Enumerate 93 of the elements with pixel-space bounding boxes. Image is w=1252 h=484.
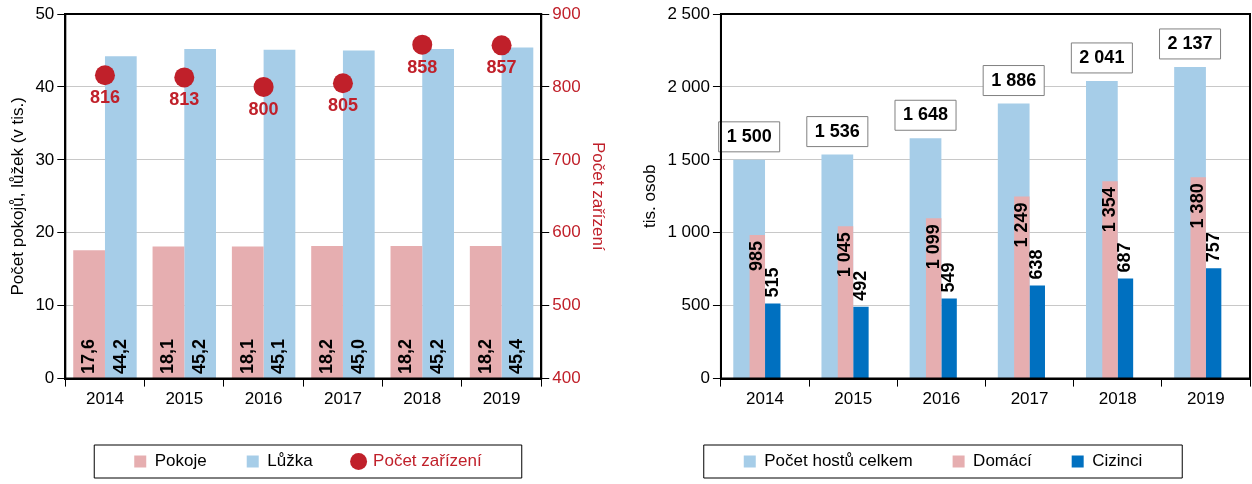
y-axis-title: Počet pokojů, lůžek (v tis.) — [7, 97, 27, 296]
y-tick-label: 2 000 — [667, 76, 710, 96]
point — [174, 67, 195, 88]
data-label: 1 536 — [814, 120, 860, 141]
bar — [1102, 181, 1118, 379]
y-tick-label: 0 — [700, 368, 710, 388]
y2-tick-label: 800 — [552, 76, 581, 96]
data-label: 757 — [1202, 232, 1223, 263]
data-label: 45,2 — [427, 339, 448, 375]
x-tick-label: 2018 — [1098, 389, 1137, 409]
bar — [311, 245, 343, 379]
data-label: 687 — [1114, 242, 1135, 273]
legend-label: Domácí — [973, 451, 1032, 471]
y-tick-label: 20 — [35, 222, 55, 242]
data-label: 816 — [89, 87, 120, 108]
data-label: 45,1 — [268, 339, 289, 375]
data-label: 18,2 — [316, 339, 337, 375]
x-tick-label: 2015 — [834, 389, 873, 409]
x-tick-label: 2016 — [922, 389, 961, 409]
y2-tick-label: 500 — [552, 295, 581, 315]
data-label: 1 249 — [1010, 202, 1031, 248]
legend-label: Počet hostů celkem — [764, 451, 913, 471]
data-label: 549 — [938, 262, 959, 293]
y2-tick-label: 900 — [552, 3, 581, 23]
data-label: 1 354 — [1098, 187, 1119, 233]
x-tick-label: 2017 — [324, 389, 362, 409]
data-label: 44,2 — [109, 339, 130, 375]
legend-label: Lůžka — [267, 451, 314, 471]
data-label: 45,0 — [347, 339, 368, 375]
bar — [765, 303, 781, 379]
data-label: 813 — [169, 89, 200, 110]
data-label: 45,4 — [506, 339, 527, 375]
y-tick-label: 1 500 — [667, 149, 710, 169]
bar — [231, 246, 264, 379]
x-tick-label: 2015 — [165, 389, 204, 409]
data-label: 18,2 — [395, 339, 416, 375]
y-axis-title: tis. osob — [639, 164, 659, 228]
bar — [152, 246, 185, 379]
y2-tick-label: 700 — [552, 149, 581, 169]
data-label: 515 — [761, 267, 782, 298]
y-tick-label: 500 — [681, 295, 710, 315]
y-tick-label: 0 — [44, 368, 55, 388]
bar — [853, 306, 869, 379]
x-tick-label: 2014 — [86, 389, 124, 409]
data-label: 2 041 — [1079, 46, 1125, 67]
data-label: 800 — [248, 98, 279, 119]
data-label: 45,2 — [189, 339, 210, 375]
bar — [1117, 278, 1134, 379]
y2-tick-label: 400 — [552, 368, 581, 388]
data-label: 2 137 — [1167, 32, 1213, 53]
bar — [1029, 285, 1045, 379]
bar — [1190, 177, 1206, 379]
bar — [73, 250, 105, 379]
data-label: 492 — [849, 270, 870, 301]
bar — [941, 298, 957, 379]
x-tick-label: 2019 — [1187, 389, 1225, 409]
data-label: 1 380 — [1187, 183, 1208, 229]
point — [332, 73, 353, 94]
data-label: 805 — [327, 95, 358, 116]
data-label: 18,1 — [157, 339, 178, 375]
point — [491, 35, 512, 56]
legend-label: Pokoje — [154, 451, 207, 471]
point — [412, 34, 433, 55]
y-tick-label: 2 500 — [667, 3, 710, 23]
y-tick-label: 30 — [35, 149, 55, 169]
y-tick-label: 50 — [35, 3, 55, 23]
point — [94, 65, 115, 86]
y-tick-label: 1 000 — [667, 222, 710, 242]
data-label: 18,1 — [236, 339, 257, 375]
data-label: 18,2 — [474, 339, 495, 375]
point — [253, 76, 274, 97]
bar — [390, 245, 423, 379]
data-label: 1 500 — [726, 125, 772, 146]
data-label: 17,6 — [78, 339, 99, 375]
data-label: 1 886 — [991, 69, 1037, 90]
x-tick-label: 2017 — [1010, 389, 1049, 409]
x-tick-label: 2016 — [244, 389, 283, 409]
data-label: 858 — [407, 56, 438, 77]
x-tick-label: 2018 — [403, 389, 442, 409]
x-tick-label: 2014 — [746, 389, 784, 409]
data-label: 1 648 — [902, 104, 949, 125]
y-tick-label: 40 — [35, 76, 55, 96]
y-tick-label: 10 — [35, 295, 55, 315]
y2-axis-title: Počet zařízení — [589, 141, 609, 251]
data-label: 857 — [486, 57, 517, 78]
bar — [1014, 196, 1030, 379]
legend-label: Cizinci — [1092, 451, 1143, 471]
data-label: 638 — [1026, 249, 1047, 280]
bar — [1205, 268, 1222, 379]
x-tick-label: 2019 — [482, 389, 521, 409]
bar — [469, 245, 502, 379]
legend-label: Počet zařízení — [373, 451, 483, 471]
y2-tick-label: 600 — [552, 222, 581, 242]
